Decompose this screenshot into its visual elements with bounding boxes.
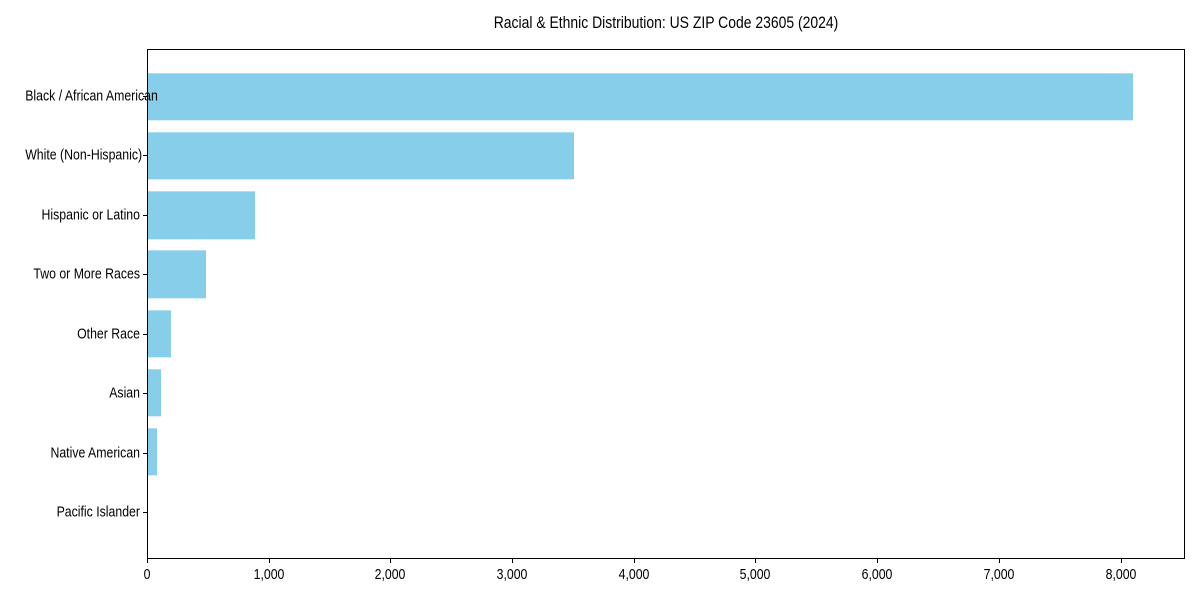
x-tick-mark xyxy=(633,559,635,563)
x-tick-label: 0 xyxy=(143,566,151,583)
x-tick-label: 3,000 xyxy=(496,566,528,583)
y-tick-mark xyxy=(143,155,147,157)
y-tick-mark xyxy=(143,452,147,454)
bar xyxy=(148,428,157,476)
x-tick-mark xyxy=(998,559,1000,563)
x-tick-label: 2,000 xyxy=(374,566,406,583)
x-tick-label: 8,000 xyxy=(1105,566,1136,583)
x-tick-label: 4,000 xyxy=(618,566,650,583)
y-tick-mark xyxy=(143,512,147,514)
y-tick-label: Pacific Islander xyxy=(56,503,140,521)
bar xyxy=(148,132,575,180)
y-tick-mark xyxy=(143,333,147,335)
y-tick-label: Native American xyxy=(50,444,140,462)
y-tick-mark xyxy=(143,274,147,276)
y-tick-label: Other Race xyxy=(77,325,140,343)
y-tick-mark xyxy=(143,95,147,97)
bar xyxy=(148,250,207,299)
x-tick-mark xyxy=(390,559,392,563)
x-tick-label: 7,000 xyxy=(983,566,1015,583)
x-tick-label: 1,000 xyxy=(253,566,285,583)
bar xyxy=(148,309,172,358)
x-tick-mark xyxy=(268,559,270,563)
y-tick-label: Two or More Races xyxy=(33,265,140,283)
y-tick-mark xyxy=(143,393,147,395)
x-tick-label: 5,000 xyxy=(740,566,771,583)
x-tick-mark xyxy=(1120,559,1122,563)
y-tick-mark xyxy=(143,214,147,216)
y-tick-label: Asian xyxy=(109,384,140,402)
x-tick-mark xyxy=(755,559,757,563)
bar xyxy=(148,73,1133,121)
bar xyxy=(148,369,161,417)
x-tick-label: 6,000 xyxy=(861,566,893,583)
x-tick-mark xyxy=(877,559,879,563)
y-tick-label: White (Non-Hispanic) xyxy=(25,146,143,164)
x-tick-mark xyxy=(512,559,514,563)
y-tick-label: Hispanic or Latino xyxy=(41,206,140,224)
x-tick-mark xyxy=(147,559,148,563)
bar xyxy=(148,191,256,239)
y-tick-label: Black / African American xyxy=(25,87,158,105)
plot-area xyxy=(147,49,1185,559)
chart-title: Racial & Ethnic Distribution: US ZIP Cod… xyxy=(493,13,839,32)
